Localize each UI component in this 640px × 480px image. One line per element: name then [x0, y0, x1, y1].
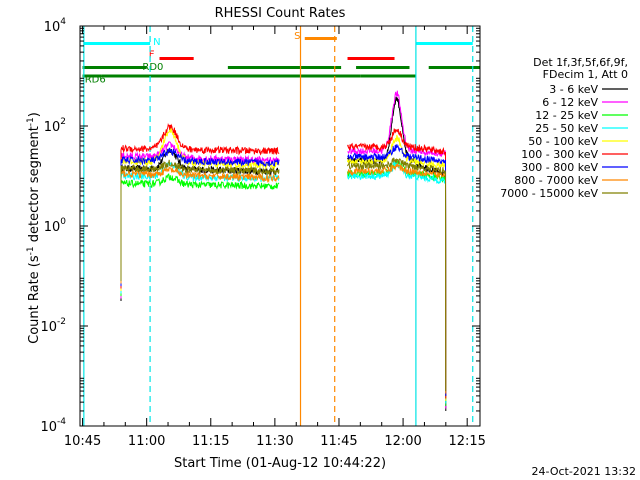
- legend-entry-label: 800 - 7000 keV: [514, 174, 598, 187]
- y-label-part3: ): [27, 112, 42, 117]
- y-tick-label: 102: [44, 117, 66, 135]
- plot-frame: [79, 25, 481, 427]
- series-line-seg2: [347, 96, 447, 412]
- x-tick-label: 11:30: [256, 434, 293, 449]
- x-axis-label: Start Time (01-Aug-12 10:44:22): [174, 456, 386, 471]
- x-tick-label: 12:00: [384, 434, 421, 449]
- y-axis-label: Count Rate (s-1 detector segment-1): [26, 112, 42, 344]
- chart-title: RHESSI Count Rates: [215, 6, 346, 21]
- y-tick-base: 10: [40, 320, 57, 335]
- legend-entry-label: 300 - 800 keV: [521, 161, 598, 174]
- legend-entry-label: 50 - 100 keV: [528, 135, 598, 148]
- y-tick-exp: 2: [60, 117, 66, 127]
- legend-entry-label: 7000 - 15000 keV: [500, 187, 598, 200]
- series-line-seg2: [347, 128, 447, 399]
- series-line-seg1: [120, 173, 280, 296]
- y-tick-label: 104: [44, 17, 67, 35]
- flag-label: F: [149, 50, 155, 61]
- legend-entry-label: 6 - 12 keV: [542, 96, 598, 109]
- vertical-markers: [83, 26, 474, 426]
- flag-label: RD0: [142, 62, 163, 73]
- series-line-seg1: [120, 122, 280, 289]
- x-tick-label: 11:45: [320, 434, 357, 449]
- y-tick-exp: -4: [57, 417, 66, 427]
- series-line-seg1: [120, 141, 280, 299]
- series-lines: [120, 90, 447, 412]
- flag-label: RD6: [85, 75, 106, 86]
- y-tick-label: 10-2: [40, 317, 66, 335]
- series-line-seg2: [347, 160, 447, 404]
- series-line-seg1: [120, 147, 280, 286]
- legend-header-line: FDecim 1, Att 0: [543, 68, 628, 81]
- legend-entry-label: 3 - 6 keV: [549, 83, 598, 96]
- y-label-sup1: -1: [26, 246, 36, 255]
- y-label-part1: Count Rate (s: [27, 255, 42, 344]
- series-line-seg2: [347, 161, 447, 394]
- y-tick-exp: -2: [57, 317, 66, 327]
- y-tick-exp: 0: [60, 217, 66, 227]
- series-line-seg2: [347, 160, 447, 407]
- y-tick-base: 10: [44, 20, 61, 35]
- series-line-seg2: [347, 157, 447, 392]
- series-line-seg1: [120, 159, 280, 281]
- y-tick-label: 100: [44, 217, 67, 235]
- flag-bars: NF S RD0 RD6: [82, 31, 480, 86]
- axes: 10:45 11:00 11:15 11:30 11:45 12:00 12:1510410…: [40, 17, 485, 449]
- footer-date: 24-Oct-2021 13:32: [532, 465, 636, 478]
- y-label-part2: detector segment: [27, 126, 42, 246]
- flag-label: N: [153, 37, 160, 48]
- y-tick-base: 10: [40, 420, 57, 435]
- flag-label: S: [294, 31, 300, 42]
- legend-header-line: Det 1f,3f,5f,6f,9f,: [533, 56, 628, 69]
- x-tick-label: 10:45: [64, 434, 101, 449]
- x-tick-label: 11:15: [192, 434, 229, 449]
- y-tick-exp: 4: [60, 17, 66, 27]
- legend-entry-label: 100 - 300 keV: [521, 148, 598, 161]
- y-label-sup2: -1: [26, 117, 36, 126]
- series-line-seg1: [120, 166, 280, 284]
- x-tick-label: 12:15: [448, 434, 485, 449]
- y-tick-label: 10-4: [40, 417, 66, 435]
- series-line-seg2: [347, 143, 447, 397]
- legend-entry-label: 12 - 25 keV: [535, 109, 598, 122]
- y-tick-base: 10: [44, 120, 61, 135]
- series-line-seg2: [347, 90, 447, 409]
- legend: Det 1f,3f,5f,6f,9f,FDecim 1, Att 0 3 - 6 …: [500, 56, 628, 200]
- legend-entry-label: 25 - 50 keV: [535, 122, 598, 135]
- x-tick-label: 11:00: [128, 434, 165, 449]
- y-tick-base: 10: [44, 220, 61, 235]
